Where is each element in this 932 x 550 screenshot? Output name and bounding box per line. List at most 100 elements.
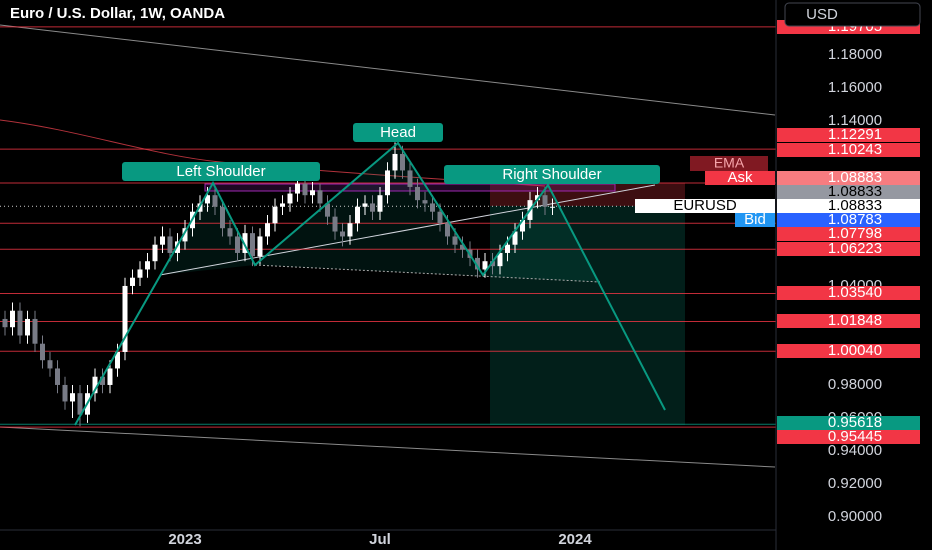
candle-body	[152, 244, 158, 262]
candle-body	[520, 219, 525, 232]
candle-body	[310, 190, 315, 196]
annotation: Right Shoulder	[444, 165, 660, 184]
candle-body	[452, 236, 458, 245]
price-tag-value: 1.01848	[828, 312, 882, 329]
candle-body	[257, 236, 263, 257]
candle-body	[122, 285, 128, 352]
candle-body	[47, 360, 53, 369]
candle-body	[317, 190, 323, 204]
candle-body	[400, 153, 405, 171]
candle-body	[355, 206, 360, 224]
price-tag	[777, 286, 920, 300]
candle-body	[490, 261, 495, 267]
candle-body	[265, 223, 270, 237]
candle-body	[430, 203, 435, 212]
channel-line	[0, 24, 776, 116]
candle-body	[362, 203, 368, 207]
candle-body	[182, 228, 188, 242]
candle-body	[482, 261, 488, 270]
annotation: Head	[353, 123, 443, 142]
y-tick-label: 1.14000	[828, 112, 882, 129]
price-tag-label: Ask	[727, 169, 753, 186]
price-tag-value: 1.03540	[828, 284, 882, 301]
x-tick-label: Jul	[369, 531, 391, 548]
annotation-label: Head	[380, 124, 416, 141]
price-tag-label-box	[635, 199, 775, 213]
price-tag	[777, 143, 920, 157]
candle-body	[497, 252, 503, 267]
candle-body	[235, 236, 240, 253]
annotation-label: Left Shoulder	[176, 163, 265, 180]
candle-body	[10, 310, 15, 328]
candle-body	[55, 368, 60, 385]
candle-body	[25, 318, 30, 336]
y-tick-label: 0.90000	[828, 508, 882, 525]
candle-body	[227, 228, 233, 237]
price-tag	[777, 344, 920, 358]
candle-body	[460, 244, 465, 250]
channel-line	[0, 426, 776, 468]
price-tag-label-box	[705, 171, 775, 185]
price-tag-value: 1.06223	[828, 240, 882, 257]
candle-body	[392, 153, 398, 171]
candle-body	[130, 277, 135, 286]
x-tick-label: 2024	[558, 531, 592, 548]
price-axis	[776, 0, 932, 550]
candle-body	[415, 186, 420, 201]
candle-body	[542, 195, 548, 207]
candle-body	[370, 203, 375, 212]
x-axis: 2023 Jul 2024	[168, 531, 592, 548]
price-tags: 1.197051.122911.102431.08883Ask1.088331.…	[635, 18, 920, 445]
price-tag-value: 1.12291	[828, 126, 882, 143]
price-tag-value: 1.10243	[828, 141, 882, 158]
candle-body	[340, 231, 345, 237]
price-tag-value: 0.95618	[828, 414, 882, 431]
currency-button[interactable]	[784, 2, 921, 27]
y-tick-label: 1.18000	[828, 46, 882, 63]
price-tag	[777, 171, 920, 185]
indicator-label: EMA	[714, 155, 745, 171]
y-tick-label: 0.92000	[828, 475, 882, 492]
candle-body	[220, 206, 225, 229]
price-tag	[777, 227, 920, 241]
candle-body	[212, 195, 218, 207]
price-tag	[777, 199, 920, 213]
candle-body	[272, 206, 278, 224]
candle-body	[385, 170, 390, 196]
price-tag	[777, 416, 920, 430]
candle-body	[347, 223, 353, 237]
annotation-box	[122, 162, 320, 181]
dotted-line	[254, 264, 601, 283]
candle-body	[137, 269, 143, 278]
candle-body	[280, 203, 285, 207]
candle-body	[550, 206, 555, 208]
price-tag-value: 1.08833	[828, 197, 882, 214]
candle-body	[437, 211, 443, 224]
annotation-label: Right Shoulder	[502, 166, 601, 183]
price-tag-value: 1.08783	[828, 211, 882, 228]
annotation-box	[444, 165, 660, 184]
price-tag	[777, 242, 920, 256]
candle-body	[40, 343, 45, 361]
candle-body	[115, 351, 120, 369]
annotation-box	[353, 123, 443, 142]
candle-body	[505, 244, 510, 253]
candle-body	[512, 231, 518, 245]
price-tag-value: 1.00040	[828, 342, 882, 359]
candle-body	[145, 261, 150, 270]
candle-body	[77, 393, 83, 415]
candle-body	[17, 310, 23, 336]
candle-body	[160, 236, 165, 245]
candle-body	[445, 223, 450, 237]
price-tag	[777, 213, 920, 227]
candle-body	[287, 193, 293, 204]
candle-body	[167, 236, 173, 253]
candle-body	[100, 376, 105, 385]
price-tag-value: 1.07798	[828, 225, 882, 242]
candle-body	[107, 368, 113, 385]
pattern-zigzag	[74, 141, 666, 426]
price-tag	[777, 185, 920, 199]
candle-body	[302, 183, 308, 196]
